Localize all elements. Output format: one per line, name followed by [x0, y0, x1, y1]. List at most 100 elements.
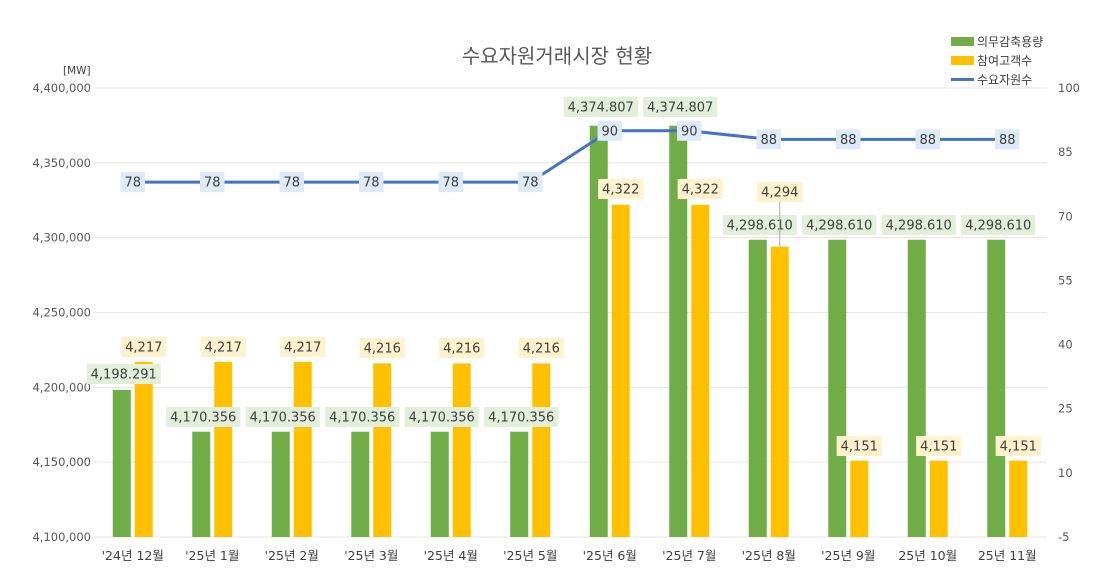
data-label-resources-bg — [199, 172, 225, 193]
data-label-customers-group: 4,217 — [200, 337, 246, 357]
bar-obligation — [430, 431, 449, 537]
data-label-resources-group: 88 — [835, 129, 861, 150]
data-label-customers-bg — [518, 338, 564, 358]
legend-label-customers: 참여고객수 — [977, 54, 1032, 68]
data-label-customers-group: 4,217 — [280, 337, 326, 357]
data-label-resources-bg — [438, 172, 464, 193]
data-label-customers-group: 4,216 — [359, 338, 405, 358]
data-label-resources-bg — [756, 129, 782, 150]
y2-tick-label: 10 — [1058, 466, 1073, 480]
data-label-resources: 78 — [442, 176, 459, 191]
legend-label-resources: 수요자원수 — [977, 73, 1032, 87]
y-tick-label: 4,350,000 — [32, 156, 91, 170]
x-tick-label: 25년 11월 — [978, 548, 1037, 563]
data-label-obligation-group: 4,298.610 — [881, 215, 956, 235]
data-label-obligation: 4,298.610 — [965, 219, 1031, 234]
bar-obligation — [112, 389, 131, 537]
bar-obligation — [669, 125, 688, 538]
data-label-obligation-group: 4,170.356 — [166, 407, 241, 427]
data-labels: 4,198.291 4,170.356 4,170.356 4,170.356 4,17… — [86, 97, 1041, 456]
data-label-obligation-group: 4,198.291 — [86, 364, 161, 384]
bar-customers — [1009, 460, 1028, 537]
bar-customers — [850, 460, 869, 537]
legend-swatch-obligation — [951, 37, 974, 46]
data-label-customers-bg — [359, 338, 405, 358]
bar-obligation — [351, 431, 370, 537]
data-label-resources-group: 88 — [915, 129, 941, 150]
data-label-obligation-bg — [802, 215, 877, 235]
legend-label-obligation: 의무감축용량 — [977, 35, 1043, 49]
data-label-obligation: 4,298.610 — [727, 219, 793, 234]
data-label-resources-group: 90 — [676, 120, 702, 141]
data-label-obligation: 4,374.807 — [568, 101, 634, 116]
data-label-obligation: 4,298.610 — [806, 219, 872, 234]
data-label-resources-bg — [835, 129, 861, 150]
bar-customers — [373, 363, 392, 537]
bar-customers — [293, 361, 312, 537]
data-label-resources-group: 78 — [358, 172, 384, 193]
y2-tick-label: 40 — [1058, 338, 1073, 352]
bar-obligation — [589, 125, 608, 538]
data-label-customers-bg — [916, 436, 962, 456]
data-label-resources-bg — [597, 120, 623, 141]
y-tick-label: 4,300,000 — [32, 231, 91, 245]
bar-obligation — [271, 431, 290, 537]
bar-obligation — [748, 239, 767, 537]
data-label-resources: 78 — [124, 176, 141, 191]
bar-customers — [611, 204, 630, 538]
data-label-customers-bg — [280, 337, 326, 357]
data-label-customers-group: 4,322 — [677, 179, 723, 199]
bar-customers — [770, 246, 789, 537]
data-label-resources: 78 — [522, 176, 539, 191]
data-label-obligation-bg — [643, 97, 718, 117]
data-label-obligation-bg — [86, 364, 161, 384]
data-label-customers-group: 4,294 — [757, 182, 803, 202]
data-label-obligation-group: 4,170.356 — [404, 407, 479, 427]
data-label-resources: 88 — [760, 133, 777, 148]
data-label-resources: 90 — [601, 124, 618, 139]
data-label-resources: 88 — [919, 133, 936, 148]
data-label-obligation-bg — [484, 407, 559, 427]
y-axis-ticks: 4,100,000 4,150,000 4,200,000 4,250,000 4,30… — [32, 81, 91, 544]
data-label-customers-bg — [836, 436, 882, 456]
data-label-customers: 4,322 — [682, 183, 719, 198]
bar-customers — [532, 363, 551, 537]
data-label-obligation-bg — [722, 215, 797, 235]
data-label-customers: 4,151 — [920, 440, 957, 455]
bar-customers — [691, 204, 710, 538]
data-label-customers-bg — [677, 179, 723, 199]
data-label-obligation-group: 4,170.356 — [325, 407, 400, 427]
data-label-customers: 4,216 — [523, 342, 560, 357]
data-label-obligation-group: 4,298.610 — [722, 215, 797, 235]
x-tick-label: '25년 5월 — [503, 548, 557, 563]
data-label-customers: 4,151 — [1000, 440, 1037, 455]
data-label-customers-group: 4,151 — [916, 436, 962, 456]
x-tick-label: '25년 1월 — [185, 548, 239, 563]
x-tick-label: '25년 9월 — [821, 548, 875, 563]
data-label-resources-group: 78 — [279, 172, 305, 193]
y-tick-label: 4,150,000 — [32, 455, 91, 469]
data-label-obligation: 4,170.356 — [488, 411, 554, 426]
data-label-obligation-group: 4,374.807 — [563, 97, 638, 117]
x-tick-label: 25년 10월 — [898, 548, 957, 563]
data-label-customers-group: 4,151 — [836, 436, 882, 456]
data-label-customers: 4,151 — [841, 440, 878, 455]
y2-axis-ticks: -5 10 25 40 55 70 85 100 — [1058, 81, 1080, 544]
data-label-customers: 4,322 — [602, 183, 639, 198]
y-tick-label: 4,250,000 — [32, 306, 91, 320]
y2-tick-label: 85 — [1058, 145, 1073, 159]
y2-tick-label: 55 — [1058, 273, 1073, 287]
bar-customers — [134, 361, 153, 537]
data-label-obligation: 4,170.356 — [329, 411, 395, 426]
data-label-obligation: 4,198.291 — [91, 368, 157, 383]
data-label-customers: 4,217 — [205, 341, 242, 356]
y-tick-label: 4,400,000 — [32, 81, 91, 95]
data-label-customers-bg — [439, 338, 485, 358]
data-label-resources-group: 78 — [438, 172, 464, 193]
bar-obligation — [192, 431, 211, 537]
line-series — [132, 129, 1008, 184]
data-label-customers: 4,217 — [125, 341, 162, 356]
bars — [112, 125, 1028, 538]
data-label-obligation-group: 4,298.610 — [802, 215, 877, 235]
